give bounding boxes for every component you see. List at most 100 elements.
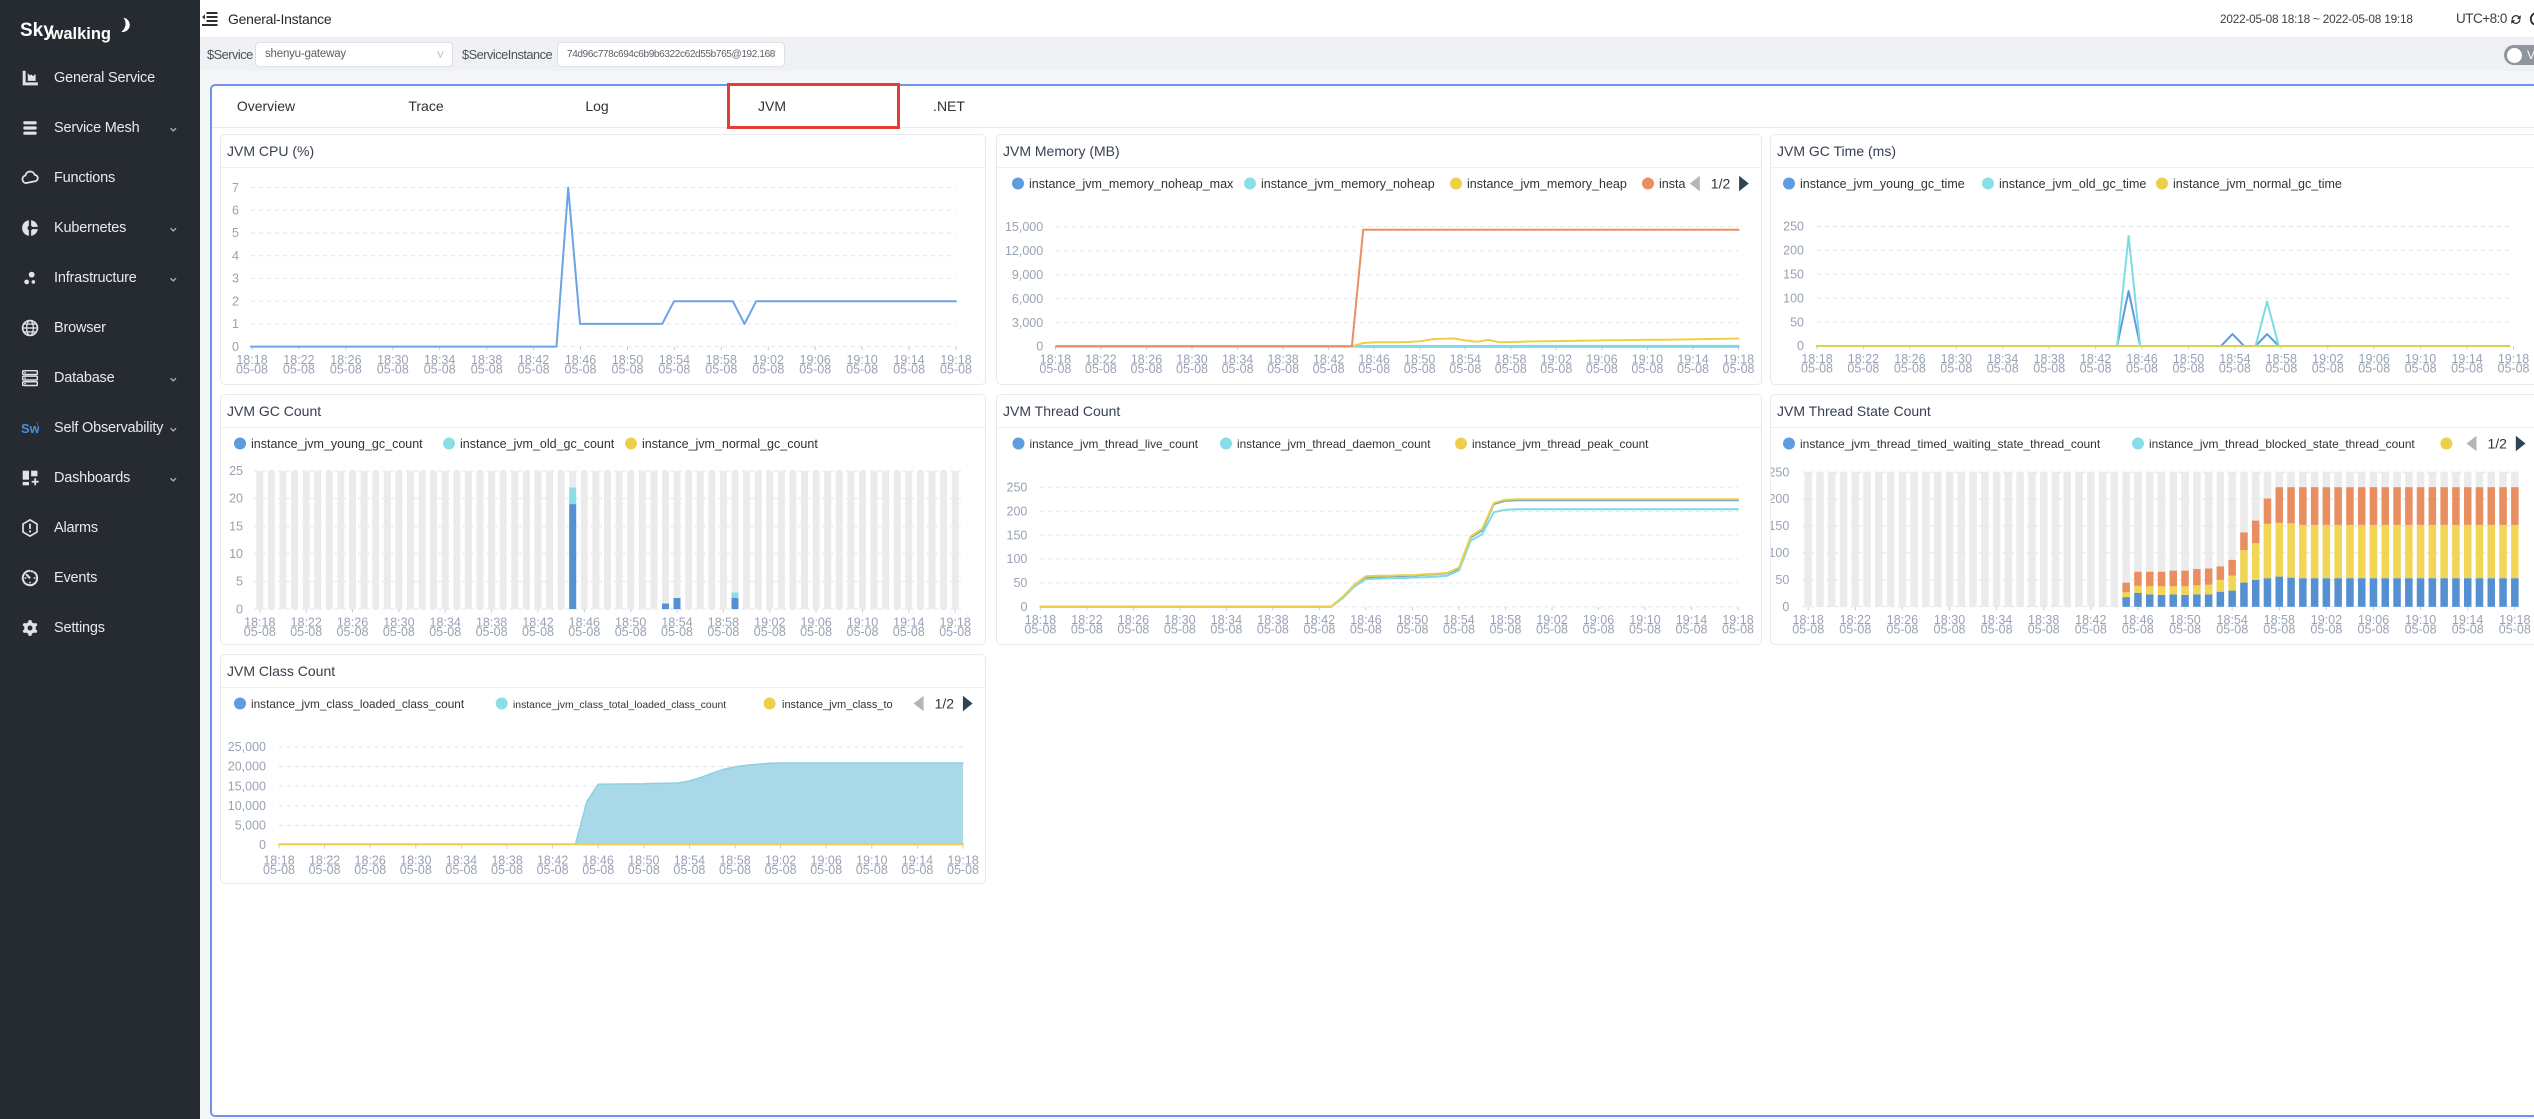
svg-text:18:34: 18:34 — [446, 853, 477, 867]
svg-text:250: 250 — [1771, 465, 1789, 479]
svg-text:18:42: 18:42 — [1304, 613, 1335, 627]
svg-text:05-08: 05-08 — [309, 863, 341, 877]
svg-text:18:58: 18:58 — [2265, 352, 2296, 366]
svg-text:05-08: 05-08 — [1540, 362, 1572, 376]
svg-text:05-08: 05-08 — [290, 624, 322, 638]
svg-text:18:58: 18:58 — [708, 615, 739, 629]
svg-text:18:18: 18:18 — [244, 615, 275, 629]
svg-text:0: 0 — [259, 838, 266, 852]
svg-text:18:58: 18:58 — [719, 853, 750, 867]
svg-text:20: 20 — [229, 491, 243, 505]
svg-text:5: 5 — [236, 574, 243, 588]
svg-text:18:42: 18:42 — [2079, 352, 2110, 366]
svg-text:19:14: 19:14 — [902, 853, 933, 867]
svg-text:19:06: 19:06 — [2357, 613, 2388, 627]
svg-text:18:54: 18:54 — [661, 615, 692, 629]
svg-text:05-08: 05-08 — [2358, 362, 2390, 376]
svg-text:05-08: 05-08 — [1449, 362, 1481, 376]
svg-text:05-08: 05-08 — [429, 624, 461, 638]
svg-text:19:14: 19:14 — [1676, 613, 1707, 627]
svg-text:05-08: 05-08 — [445, 863, 477, 877]
svg-text:18:34: 18:34 — [1211, 613, 1242, 627]
svg-text:0: 0 — [232, 340, 239, 354]
svg-text:instance_jvm_class_total_loade: instance_jvm_class_total_loaded_class_co… — [513, 700, 726, 711]
svg-text:05-08: 05-08 — [330, 362, 362, 376]
svg-text:19:10: 19:10 — [2404, 352, 2435, 366]
svg-text:05-08: 05-08 — [568, 624, 600, 638]
svg-text:JVM Memory (MB): JVM Memory (MB) — [1003, 143, 1120, 159]
svg-text:05-08: 05-08 — [400, 863, 432, 877]
svg-text:05-08: 05-08 — [856, 863, 888, 877]
svg-text:18:58: 18:58 — [706, 353, 737, 367]
svg-text:05-08: 05-08 — [1404, 362, 1436, 376]
svg-text:18:38: 18:38 — [491, 853, 522, 867]
svg-text:18:22: 18:22 — [283, 353, 314, 367]
svg-text:18:34: 18:34 — [1222, 353, 1253, 367]
svg-text:18:22: 18:22 — [1085, 353, 1116, 367]
svg-text:05-08: 05-08 — [2310, 622, 2342, 636]
svg-text:18:22: 18:22 — [1071, 613, 1102, 627]
svg-text:18:22: 18:22 — [1839, 613, 1870, 627]
svg-text:05-08: 05-08 — [2027, 622, 2059, 636]
svg-text:6: 6 — [232, 204, 239, 218]
svg-text:05-08: 05-08 — [2033, 362, 2065, 376]
svg-text:18:42: 18:42 — [1313, 353, 1344, 367]
svg-text:05-08: 05-08 — [2357, 622, 2389, 636]
svg-text:18:38: 18:38 — [1257, 613, 1288, 627]
svg-text:19:14: 19:14 — [893, 615, 924, 629]
svg-text:05-08: 05-08 — [2218, 362, 2250, 376]
svg-text:05-08: 05-08 — [2172, 362, 2204, 376]
svg-text:19:02: 19:02 — [765, 853, 796, 867]
svg-text:5: 5 — [232, 226, 239, 240]
svg-text:19:18: 19:18 — [940, 615, 971, 629]
svg-text:05-08: 05-08 — [476, 624, 508, 638]
svg-text:19:10: 19:10 — [2404, 613, 2435, 627]
svg-text:18:26: 18:26 — [1894, 352, 1925, 366]
svg-text:instance_jvm_thread_live_count: instance_jvm_thread_live_count — [1030, 437, 1199, 451]
svg-text:instance_jvm_young_gc_count: instance_jvm_young_gc_count — [251, 437, 423, 451]
svg-text:05-08: 05-08 — [628, 863, 660, 877]
svg-text:18:34: 18:34 — [424, 353, 455, 367]
svg-text:18:46: 18:46 — [1359, 353, 1390, 367]
svg-text:25,000: 25,000 — [228, 740, 266, 754]
svg-text:JVM GC Count: JVM GC Count — [227, 403, 321, 419]
svg-text:18:42: 18:42 — [518, 353, 549, 367]
svg-text:05-08: 05-08 — [901, 863, 933, 877]
svg-text:05-08: 05-08 — [765, 863, 797, 877]
svg-text:instance_jvm_normal_gc_time: instance_jvm_normal_gc_time — [2173, 177, 2342, 191]
svg-text:JVM Thread State Count: JVM Thread State Count — [1777, 403, 1931, 419]
svg-text:05-08: 05-08 — [1358, 362, 1390, 376]
svg-text:250: 250 — [1007, 480, 1028, 494]
svg-text:12,000: 12,000 — [1005, 244, 1043, 258]
svg-text:05-08: 05-08 — [2169, 622, 2201, 636]
svg-text:18:54: 18:54 — [1450, 353, 1481, 367]
svg-text:05-08: 05-08 — [1490, 622, 1522, 636]
svg-text:1/2: 1/2 — [935, 695, 955, 711]
svg-text:05-08: 05-08 — [522, 624, 554, 638]
svg-text:19:18: 19:18 — [2497, 352, 2528, 366]
svg-text:20,000: 20,000 — [228, 759, 266, 773]
svg-text:05-08: 05-08 — [719, 863, 751, 877]
svg-text:05-08: 05-08 — [1267, 362, 1299, 376]
svg-text:1: 1 — [232, 317, 239, 331]
svg-text:18:26: 18:26 — [1886, 613, 1917, 627]
svg-text:instance_jvm_thread_timed_wait: instance_jvm_thread_timed_waiting_state_… — [1800, 437, 2101, 451]
svg-text:19:02: 19:02 — [1541, 353, 1572, 367]
svg-text:05-08: 05-08 — [752, 362, 784, 376]
svg-text:18:46: 18:46 — [583, 853, 614, 867]
svg-text:18:18: 18:18 — [1040, 353, 1071, 367]
svg-text:200: 200 — [1007, 504, 1028, 518]
svg-text:05-08: 05-08 — [1085, 362, 1117, 376]
svg-text:05-08: 05-08 — [705, 362, 737, 376]
svg-text:05-08: 05-08 — [354, 863, 386, 877]
svg-text:05-08: 05-08 — [673, 863, 705, 877]
svg-text:18:38: 18:38 — [2033, 352, 2064, 366]
svg-text:05-08: 05-08 — [846, 362, 878, 376]
svg-text:JVM GC Time (ms): JVM GC Time (ms) — [1777, 143, 1896, 159]
svg-text:18:46: 18:46 — [565, 353, 596, 367]
svg-text:05-08: 05-08 — [1222, 362, 1254, 376]
svg-text:instance_jvm_old_gc_time: instance_jvm_old_gc_time — [1999, 177, 2146, 191]
svg-text:05-08: 05-08 — [707, 624, 739, 638]
svg-text:18:50: 18:50 — [612, 353, 643, 367]
svg-text:JVM CPU (%): JVM CPU (%) — [227, 143, 314, 159]
